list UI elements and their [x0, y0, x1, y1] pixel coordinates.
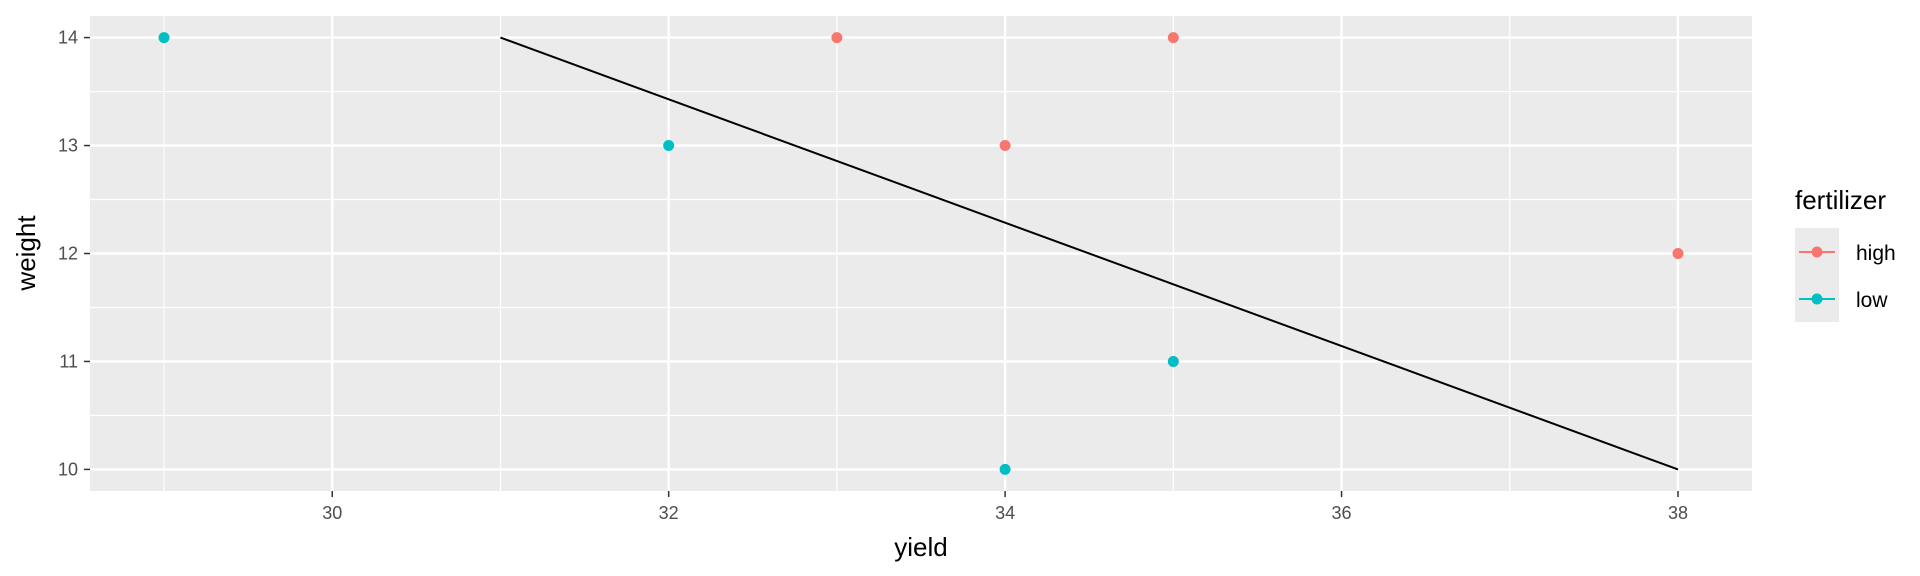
y-tick-label: 12 — [58, 244, 78, 264]
data-point-high — [1672, 248, 1684, 259]
x-tick-label: 32 — [659, 503, 679, 523]
series-layer — [158, 32, 1684, 475]
data-point-high — [831, 32, 843, 44]
legend-key-point-high — [1811, 246, 1823, 258]
grid-major — [90, 16, 1752, 491]
x-tick-label: 34 — [995, 503, 1015, 523]
data-point-high — [1167, 32, 1179, 44]
y-tick-label: 11 — [59, 351, 78, 371]
legend-label-low: low — [1856, 289, 1888, 312]
legend: fertilizer high low — [1795, 185, 1896, 322]
x-axis-title: yield — [894, 532, 947, 562]
trend-line — [500, 36, 1679, 471]
data-point-low — [663, 140, 675, 152]
y-tick-label: 10 — [58, 459, 78, 479]
data-point-low — [1167, 355, 1179, 367]
legend-label-high: high — [1856, 242, 1896, 265]
data-point-low — [999, 463, 1011, 475]
x-tick-label: 30 — [322, 503, 342, 523]
x-tick-label: 38 — [1668, 503, 1688, 523]
legend-title: fertilizer — [1795, 185, 1886, 215]
data-point-low — [158, 32, 170, 44]
y-tick-label: 14 — [58, 28, 78, 48]
y-tick-label: 13 — [58, 136, 78, 156]
legend-key-point-low — [1811, 293, 1823, 305]
x-tick-label: 36 — [1332, 503, 1352, 523]
y-axis-title: weight — [11, 215, 41, 292]
ticks-layer: 30 32 34 36 38 10 11 12 13 14 — [58, 28, 1688, 523]
data-point-high — [999, 140, 1011, 152]
